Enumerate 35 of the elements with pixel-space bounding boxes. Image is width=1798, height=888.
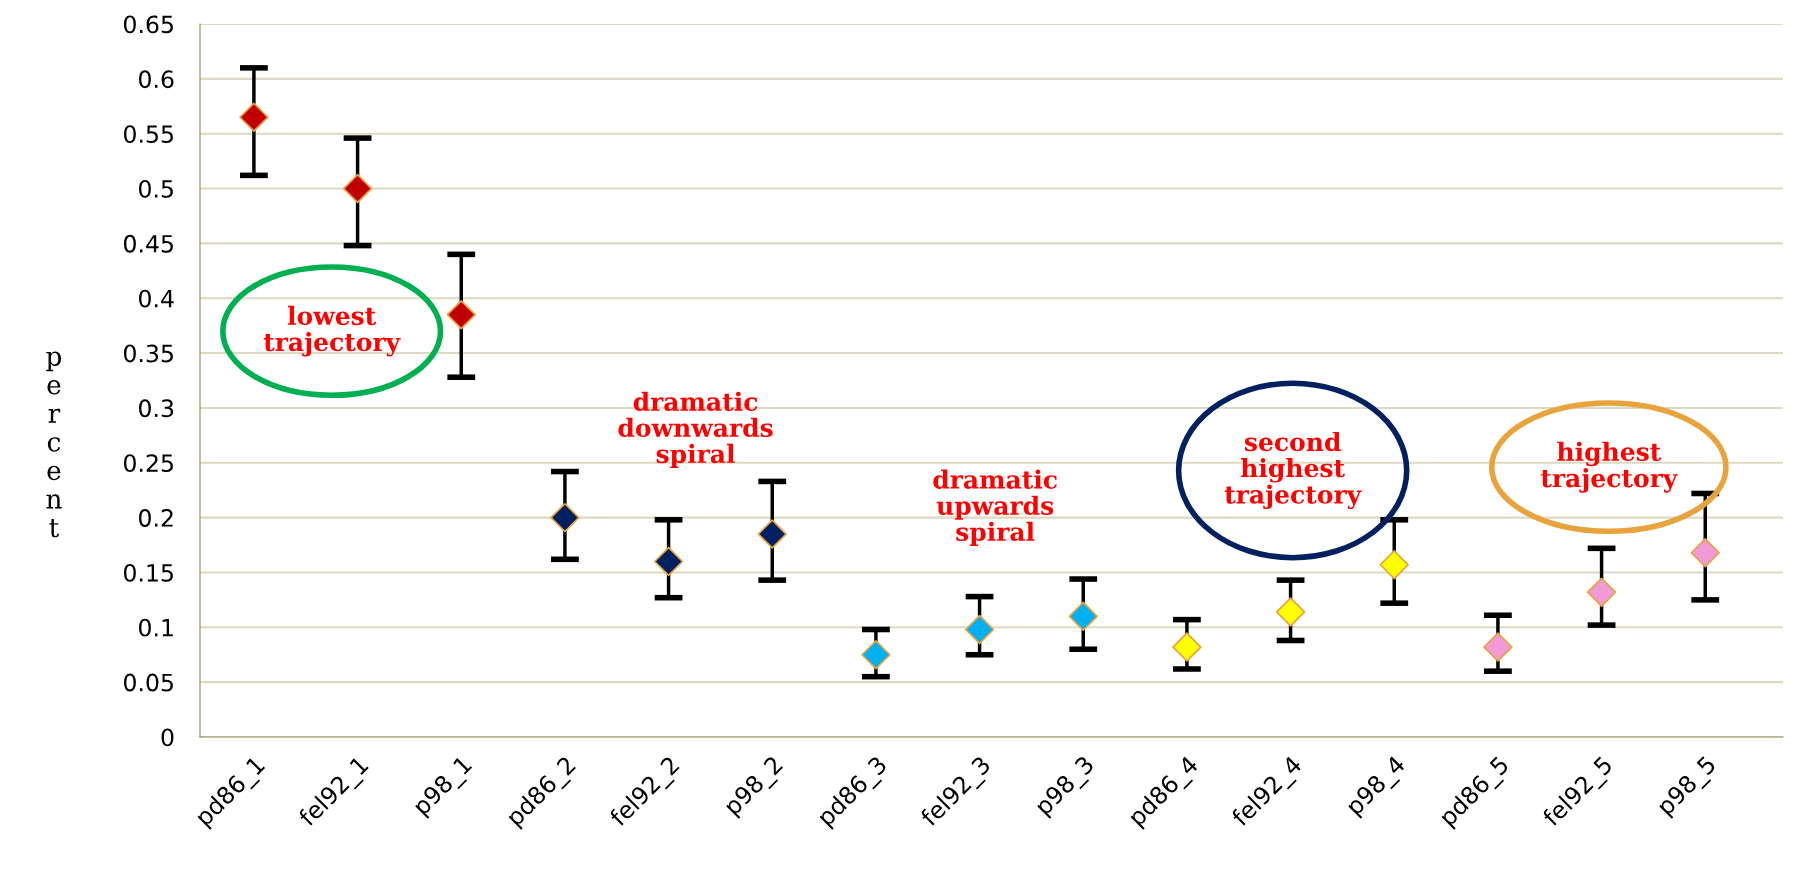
annotation: lowest trajectory [263, 305, 401, 357]
point [342, 173, 373, 204]
y-tick-label: 0.3 [139, 399, 174, 418]
y-tick-label: 0.1 [139, 618, 173, 637]
y-tick-label: 0.65 [123, 15, 173, 34]
point [653, 546, 684, 577]
y-tick-label: 0.55 [123, 125, 173, 143]
y-tick-label: 0.2 [139, 509, 173, 527]
point [1068, 601, 1098, 632]
y-tick-label: 0.15 [123, 563, 173, 582]
point [1172, 632, 1202, 662]
annotation: dramatic upwards spiral [933, 469, 1057, 546]
y-axis-title: percent [46, 351, 62, 538]
point [239, 102, 269, 132]
y-tick-label: 0.35 [123, 344, 173, 363]
point [550, 502, 580, 533]
annotation: dramatic downwards spiral [618, 391, 773, 469]
point [446, 299, 476, 330]
point [1275, 597, 1306, 627]
point [964, 614, 995, 645]
point [1690, 537, 1720, 568]
point [1379, 550, 1409, 580]
y-tick-label: 0.4 [139, 289, 174, 308]
y-tick-label: 0 [161, 728, 174, 747]
y-tick-label: 0.05 [123, 673, 173, 692]
y-tick-label: 0.45 [123, 234, 173, 253]
y-tick-label: 0.5 [139, 179, 173, 198]
point [757, 519, 787, 549]
y-tick-label: 0.6 [139, 70, 174, 89]
y-tick-label: 0.25 [123, 454, 173, 473]
point [1586, 577, 1617, 607]
annotation: second highest trajectory [1224, 431, 1362, 509]
annotation: highest trajectory [1540, 441, 1678, 493]
point [1483, 632, 1513, 662]
point [861, 640, 891, 670]
